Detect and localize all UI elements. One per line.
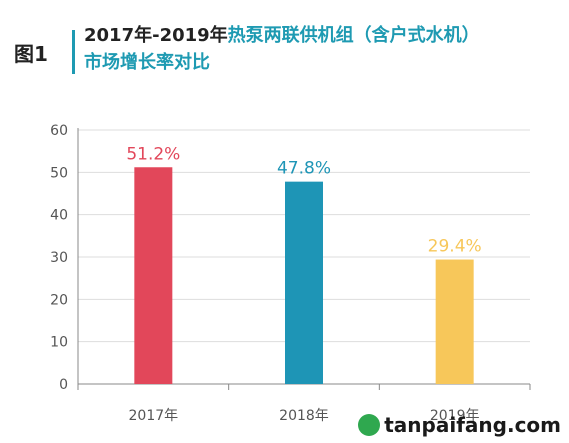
data-label: 47.8%	[277, 159, 331, 179]
y-tick-label: 0	[59, 377, 68, 393]
bar	[285, 181, 323, 384]
title-accent-bar	[72, 30, 75, 74]
y-tick-label: 30	[50, 250, 68, 266]
chart-title: 2017年-2019年热泵两联供机组（含户式水机） 市场增长率对比	[84, 22, 480, 76]
data-label: 51.2%	[126, 144, 180, 164]
title-years: 2017年-2019年	[84, 25, 228, 46]
y-tick-label: 10	[50, 335, 68, 351]
x-tick-label: 2018年	[279, 408, 329, 424]
watermark-logo: tanpaifang.com	[358, 413, 561, 437]
y-tick-label: 40	[50, 208, 68, 224]
bar	[435, 259, 474, 384]
x-tick-label: 2019年	[430, 408, 480, 424]
bars	[134, 167, 474, 384]
leaf-icon	[358, 414, 381, 436]
x-tick-label: 2017年	[129, 408, 179, 424]
y-tick-label: 20	[50, 292, 68, 308]
data-labels: 51.2% 47.8% 29.4%	[126, 144, 481, 256]
y-tick-label: 60	[50, 123, 68, 139]
figure-label: 图1	[14, 42, 48, 66]
bar	[134, 167, 173, 384]
y-tick-label: 50	[50, 165, 68, 181]
data-label: 29.4%	[428, 237, 482, 257]
title-line2: 市场增长率对比	[84, 52, 210, 73]
watermark-text: tanpaifang.com	[384, 413, 561, 437]
title-subject: 热泵两联供机组（含户式水机）	[227, 25, 480, 46]
